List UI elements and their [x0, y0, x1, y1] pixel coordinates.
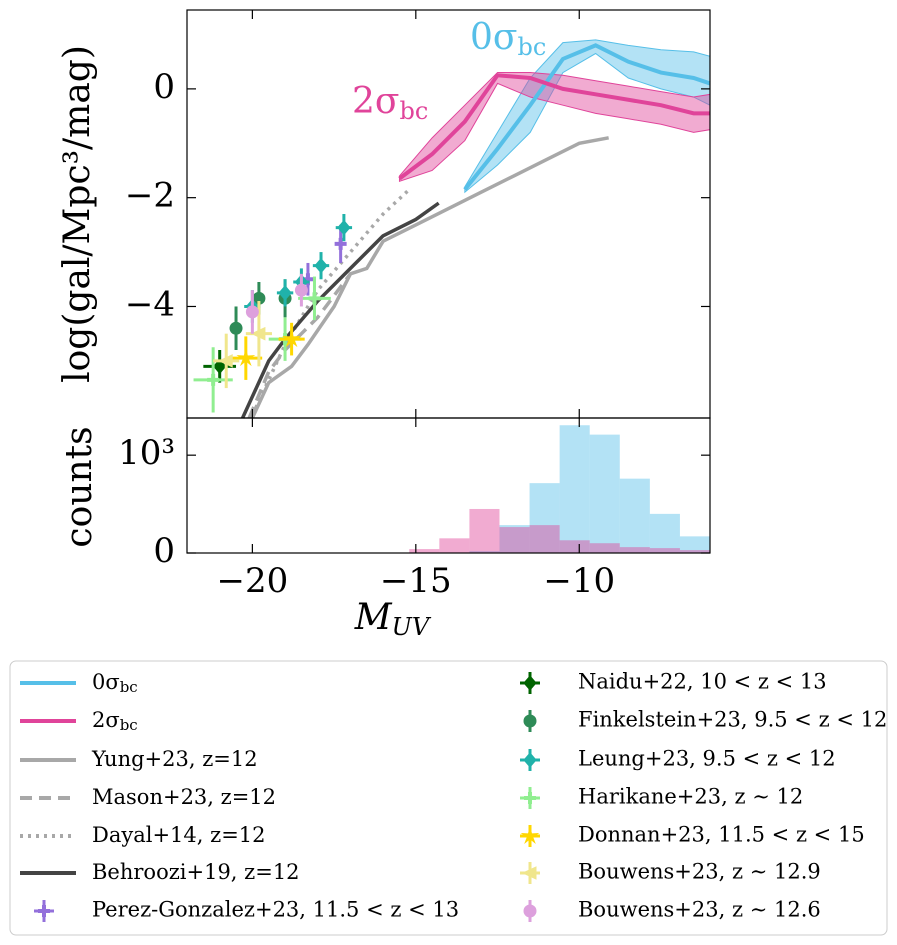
legend-label: Mason+23, z=12 — [92, 785, 276, 809]
legend-label-main: Yung+23, z=12 — [91, 747, 258, 771]
annotation-main: 0σ — [470, 17, 517, 58]
legend-label: 2σbc — [92, 708, 138, 735]
legend-label: Harikane+23, z ∼ 12 — [578, 785, 803, 809]
point — [294, 283, 308, 297]
legend-label: Finkelstein+23, 9.5 < z < 12 — [578, 708, 887, 732]
legend-marker — [523, 714, 537, 728]
histogram-bar — [409, 549, 440, 553]
point — [334, 237, 347, 250]
annotation-sub: bc — [517, 33, 546, 61]
legend-label: 0σbc — [92, 670, 138, 697]
histogram-bar — [559, 425, 590, 553]
legend-marker — [521, 866, 537, 880]
line — [247, 272, 352, 419]
point — [337, 219, 351, 236]
legend-marker — [523, 675, 537, 691]
line — [240, 201, 440, 419]
histogram-bar — [619, 478, 650, 553]
plot-area — [193, 39, 711, 419]
annotation: 2σbc — [352, 81, 428, 125]
histogram-bar — [589, 543, 620, 553]
y-tick-label: 0 — [153, 531, 175, 571]
legend-label: Dayal+14, z=12 — [92, 823, 266, 847]
y-axis-label: counts — [59, 426, 100, 547]
point — [282, 329, 302, 348]
axes-frame — [186, 417, 711, 554]
legend-marker — [524, 792, 536, 804]
legend-label-main: Mason+23, z=12 — [92, 785, 276, 809]
legend-label: Leung+23, 9.5 < z < 12 — [578, 747, 836, 771]
point — [278, 285, 292, 301]
histogram-bar — [469, 551, 500, 553]
y-tick-label: 0 — [153, 67, 175, 107]
legend-label-sub: bc — [120, 678, 138, 696]
point — [314, 257, 328, 274]
legend-label-main: Dayal+14, z=12 — [92, 823, 266, 847]
point — [308, 292, 321, 305]
legend-label: Bouwens+23, z ∼ 12.6 — [578, 898, 821, 922]
x-axis-label: MUV — [354, 597, 432, 641]
x-tick-label: −10 — [543, 561, 615, 601]
x-axis-label-main: M — [354, 597, 393, 638]
histogram-bar — [529, 525, 560, 553]
legend-marker — [520, 826, 540, 845]
histogram-bar — [559, 540, 590, 553]
line — [250, 136, 609, 419]
y-tick-label: −4 — [125, 284, 175, 324]
line — [398, 73, 710, 181]
point — [245, 305, 259, 319]
x-tick-label: −20 — [216, 561, 288, 601]
histogram-bar — [649, 548, 680, 553]
point — [207, 373, 220, 386]
legend-label: Bouwens+23, z ∼ 12.9 — [578, 860, 821, 884]
y-tick-label: 10³ — [118, 433, 175, 473]
histogram-bar — [529, 483, 560, 553]
legend-label: Donnan+23, 11.5 < z < 15 — [578, 823, 865, 847]
point — [236, 348, 256, 367]
histogram-bar — [589, 434, 620, 553]
legend-label: Yung+23, z=12 — [91, 747, 258, 771]
legend-box — [9, 660, 888, 936]
y-axis-label: log(gal/Mpc³/mag) — [57, 45, 98, 383]
annotation-main: 2σ — [352, 81, 399, 122]
histogram-bar — [469, 508, 500, 553]
histogram-bar — [679, 550, 710, 553]
legend-label: Perez-Gonzalez+23, 11.5 < z < 13 — [92, 898, 459, 922]
point — [250, 326, 266, 341]
histogram-bar — [679, 536, 710, 553]
legend-label-main: 2σ — [92, 708, 120, 732]
x-tick-label: −15 — [380, 561, 452, 601]
legend-label-sub: bc — [120, 716, 138, 734]
legend-marker — [523, 904, 537, 918]
histogram-bar — [499, 527, 530, 553]
legend-label-main: 0σ — [92, 670, 120, 694]
histogram-bar — [649, 513, 680, 553]
annotation: 0σbc — [470, 17, 546, 61]
annotation-sub: bc — [399, 97, 428, 125]
legend-marker — [523, 752, 537, 768]
legend-label: Naidu+22, 10 < z < 13 — [578, 670, 827, 694]
line — [250, 188, 411, 417]
legend-label-main: Behroozi+19, z=12 — [92, 860, 300, 884]
point — [229, 321, 243, 335]
point — [218, 354, 233, 368]
histogram-bar — [619, 547, 650, 553]
histogram-bar — [499, 525, 530, 553]
x-axis-label-sub: UV — [392, 613, 432, 641]
legend-label: Behroozi+19, z=12 — [92, 860, 300, 884]
histogram-bar — [439, 538, 470, 553]
legend-marker — [38, 905, 50, 917]
line — [463, 43, 711, 191]
y-tick-label: −2 — [125, 176, 175, 216]
